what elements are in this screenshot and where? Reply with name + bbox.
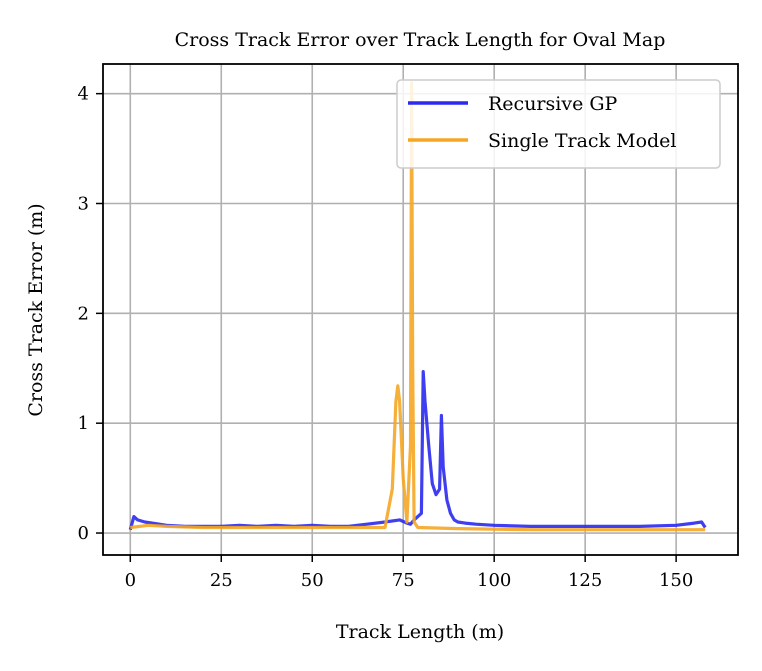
x-tick-label: 75: [392, 570, 415, 591]
series-line-1: [128, 370, 707, 531]
y-tick-label: 1: [78, 413, 89, 434]
series-line-2: [130, 81, 706, 532]
x-tick-label: 25: [210, 570, 233, 591]
legend-box: [396, 79, 721, 169]
y-tick-label: 4: [78, 84, 89, 105]
y-axis-ticks: 0 1 2 3 4: [78, 84, 103, 544]
y-tick-label: 0: [78, 523, 89, 544]
x-tick-label: 50: [301, 570, 324, 591]
legend-label-2: Single Track Model: [488, 130, 677, 152]
x-axis-ticks: 0 25 50 75 100 125 150: [125, 555, 693, 591]
legend-label-1: Recursive GP: [488, 93, 618, 115]
y-axis-label: Cross Track Error (m): [25, 203, 47, 416]
y-tick-label: 2: [78, 303, 89, 324]
legend: Recursive GP Single Track Model: [396, 79, 721, 169]
x-tick-label: 100: [477, 570, 511, 591]
x-tick-label: 0: [125, 570, 136, 591]
x-tick-label: 125: [568, 570, 602, 591]
series-layer: [128, 81, 707, 532]
chart-title: Cross Track Error over Track Length for …: [175, 29, 666, 51]
y-tick-label: 3: [78, 194, 89, 215]
x-tick-label: 150: [659, 570, 693, 591]
plot-frame: [102, 63, 739, 556]
x-axis-label: Track Length (m): [336, 621, 504, 643]
